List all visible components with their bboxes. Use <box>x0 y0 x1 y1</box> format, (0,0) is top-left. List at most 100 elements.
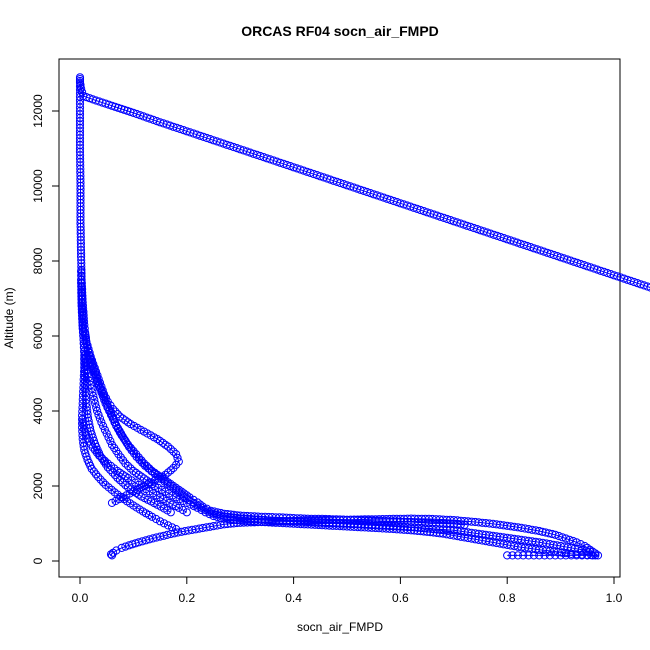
y-axis-label: Altitude (m) <box>2 287 16 348</box>
data-point <box>92 403 101 412</box>
data-point <box>117 543 126 553</box>
data-point <box>121 481 130 490</box>
data-point <box>172 486 181 495</box>
data-point <box>135 455 144 464</box>
data-point <box>156 517 165 526</box>
data-point <box>113 473 122 482</box>
data-point <box>115 476 125 485</box>
data-point <box>554 531 563 541</box>
x-axis: 0.0 0.2 0.4 0.6 0.8 1.0 <box>72 576 623 605</box>
data-point <box>182 494 191 503</box>
data-point <box>110 471 120 480</box>
data-point <box>77 262 86 271</box>
data-point <box>97 382 106 391</box>
data-point <box>565 535 574 544</box>
data-point <box>205 507 214 516</box>
data-point <box>177 490 186 499</box>
data-point <box>101 480 110 489</box>
data-point <box>79 375 88 384</box>
data-point <box>93 406 102 416</box>
data-point <box>99 390 109 399</box>
data-point <box>561 534 571 543</box>
data-point <box>160 519 169 528</box>
data-point <box>164 468 173 477</box>
data-point <box>134 470 143 479</box>
data-point <box>89 467 99 476</box>
data-point <box>646 283 650 292</box>
data-point <box>535 551 544 560</box>
data-point <box>173 453 182 462</box>
data-point <box>115 412 125 421</box>
data-point <box>79 379 88 388</box>
series-9 <box>81 330 183 507</box>
y-tick-label: 10000 <box>31 169 45 203</box>
data-point <box>77 299 87 308</box>
data-point <box>86 352 95 361</box>
data-point <box>161 440 170 449</box>
data-point <box>519 551 528 560</box>
data-point <box>77 295 86 304</box>
data-point <box>99 478 108 487</box>
data-point <box>77 283 86 292</box>
y-tick-label: 6000 <box>31 322 45 349</box>
data-point <box>85 348 94 357</box>
data-point <box>166 445 175 454</box>
series-line <box>80 271 177 530</box>
data-point <box>132 468 141 477</box>
data-point <box>129 466 138 476</box>
data-point <box>77 256 86 265</box>
data-point <box>102 429 111 438</box>
data-point <box>236 514 245 523</box>
data-point <box>182 508 191 517</box>
data-point <box>76 232 85 241</box>
data-point <box>77 259 86 268</box>
data-point <box>540 551 549 560</box>
data-point <box>169 447 178 456</box>
data-point <box>107 440 117 449</box>
data-point <box>193 501 202 510</box>
data-point <box>124 418 133 427</box>
series-4 <box>106 514 600 560</box>
data-point <box>99 421 108 431</box>
data-point <box>118 414 127 423</box>
data-point <box>106 436 115 446</box>
data-point <box>161 470 170 479</box>
data-point <box>121 416 130 425</box>
data-point <box>81 333 91 342</box>
data-point <box>90 395 99 404</box>
data-point <box>209 509 218 518</box>
data-point <box>113 410 122 419</box>
data-point <box>189 498 198 507</box>
data-point <box>158 438 167 447</box>
series-line <box>79 77 650 288</box>
data-point <box>124 461 133 471</box>
data-point <box>89 360 98 369</box>
x-tick-label: 0.6 <box>392 591 409 605</box>
data-point <box>576 540 585 549</box>
data-point <box>76 242 86 251</box>
data-point <box>197 503 206 512</box>
data-point <box>180 492 189 501</box>
data-point <box>164 521 173 530</box>
data-point <box>643 282 650 291</box>
data-point <box>551 530 560 539</box>
data-point <box>87 356 97 365</box>
data-point <box>556 551 565 560</box>
data-point <box>106 550 116 559</box>
data-point <box>84 345 93 354</box>
data-point <box>75 78 85 87</box>
series-1 <box>75 73 650 292</box>
y-tick-label: 4000 <box>31 397 45 424</box>
x-tick-label: 1.0 <box>606 591 623 605</box>
data-point <box>80 358 89 367</box>
data-point <box>561 551 571 560</box>
data-point <box>156 436 165 446</box>
data-point <box>94 472 103 482</box>
data-point <box>134 538 143 547</box>
plot-area <box>75 73 650 560</box>
x-tick-label: 0.0 <box>72 591 89 605</box>
data-point <box>174 488 183 497</box>
y-axis: 0 2000 4000 6000 8000 10000 12000 <box>31 94 60 564</box>
data-point <box>78 88 87 97</box>
data-point <box>104 433 113 442</box>
